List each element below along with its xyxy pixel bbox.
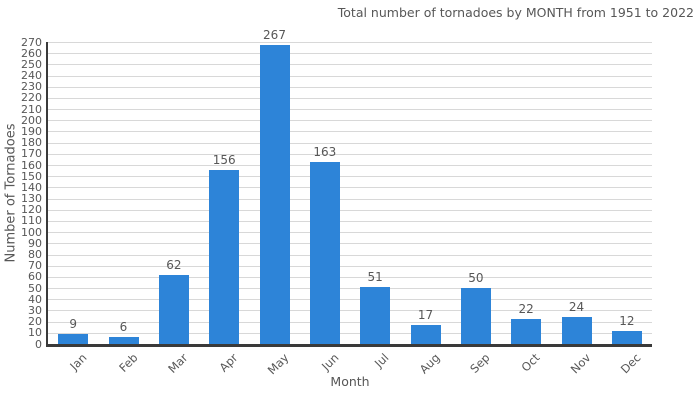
y-tick-label: 90 [28, 236, 42, 250]
y-tick-label: 0 [35, 337, 42, 351]
gridline [48, 299, 652, 301]
bar [561, 317, 592, 344]
gridline [48, 75, 652, 77]
y-tick-label: 240 [21, 69, 42, 83]
y-tick-label: 50 [28, 281, 42, 295]
gridline [48, 142, 652, 144]
y-tick-label: 230 [21, 80, 42, 94]
y-tick-label: 40 [28, 292, 42, 306]
y-tick-label: 140 [21, 180, 42, 194]
x-axis-title: Month [330, 374, 370, 389]
y-tick-label: 160 [21, 158, 42, 172]
gridline [48, 310, 652, 312]
gridline [48, 131, 652, 133]
bar [309, 161, 340, 344]
y-axis-tick-labels: 0 10 20 30 40 50 60 70 80 90 100 110 120 130 140 150 160… [0, 37, 42, 350]
y-tick-label: 250 [21, 57, 42, 71]
bar [410, 325, 441, 344]
plot-area: 9 6 62 156 267 163 51 17 50 22 24 12 [46, 29, 652, 347]
x-tick-label: Nov [567, 350, 593, 377]
bar [58, 333, 89, 344]
bar [511, 319, 542, 344]
gridline [48, 209, 652, 211]
gridline [48, 165, 652, 167]
bar [460, 288, 491, 344]
y-tick-label: 270 [21, 35, 42, 49]
y-tick-label: 200 [21, 113, 42, 127]
y-tick-label: 110 [21, 214, 42, 228]
bar-value-label: 6 [119, 320, 128, 335]
y-tick-label: 20 [28, 315, 42, 329]
bar [360, 286, 391, 344]
x-tick-label: Aug [416, 350, 442, 377]
y-tick-label: 260 [21, 46, 42, 60]
x-tick-label: May [264, 350, 291, 378]
x-tick-label: Sep [467, 350, 493, 376]
y-tick-label: 170 [21, 147, 42, 161]
y-tick-label: 100 [21, 225, 42, 239]
x-tick-label: Jan [67, 350, 90, 374]
bar-value-label: 267 [263, 28, 286, 43]
bar-value-label: 17 [417, 308, 434, 322]
y-tick-label: 80 [28, 248, 42, 262]
bar-value-label: 24 [568, 300, 585, 315]
bar [209, 169, 240, 344]
gridline [48, 332, 652, 334]
bar-value-label: 62 [166, 257, 182, 272]
x-tick-label: Jun [318, 350, 342, 374]
gridline [48, 288, 652, 290]
gridline [48, 265, 652, 267]
y-tick-label: 150 [21, 169, 42, 183]
bar-value-label: 50 [468, 271, 484, 286]
x-tick-label: Feb [115, 350, 140, 375]
y-tick-label: 190 [21, 124, 42, 138]
gridline [48, 321, 652, 323]
bar [259, 45, 290, 344]
y-tick-label: 10 [28, 326, 42, 340]
gridline [48, 64, 652, 66]
gridline [48, 53, 652, 55]
bar [158, 274, 189, 344]
bar-value-label: 51 [367, 269, 383, 284]
y-tick-label: 60 [28, 270, 42, 284]
bar-value-label: 9 [69, 316, 77, 331]
x-tick-label: Mar [165, 350, 191, 376]
x-tick-label: Apr [216, 350, 241, 375]
chart-title: Total number of tornadoes by MONTH from … [337, 5, 694, 20]
bar-value-label: 22 [518, 302, 534, 317]
gridline [48, 153, 652, 155]
gridline [48, 243, 652, 245]
bar [611, 330, 642, 344]
gridline [48, 187, 652, 189]
y-tick-label: 210 [21, 102, 42, 116]
gridline [48, 220, 652, 222]
y-tick-label: 30 [28, 303, 42, 317]
y-tick-label: 180 [21, 136, 42, 150]
gridline [48, 86, 652, 88]
gridline [48, 276, 652, 278]
bar-value-label: 156 [212, 152, 236, 167]
gridline [48, 198, 652, 200]
y-tick-label: 120 [21, 203, 42, 217]
gridline [48, 109, 652, 111]
bar [108, 337, 139, 344]
x-tick-label: Oct [518, 350, 543, 375]
bar-value-label: 12 [619, 313, 635, 328]
y-tick-label: 70 [28, 259, 42, 273]
gridline [48, 232, 652, 234]
gridline [48, 97, 652, 99]
bar-value-label: 163 [313, 144, 337, 159]
y-tick-label: 130 [21, 192, 42, 206]
x-tick-label: Jul [371, 350, 392, 371]
gridline [48, 120, 652, 122]
x-tick-label: Dec [617, 350, 644, 377]
gridline [48, 176, 652, 178]
gridline [48, 42, 652, 43]
y-tick-label: 220 [21, 91, 42, 105]
gridline [48, 254, 652, 256]
